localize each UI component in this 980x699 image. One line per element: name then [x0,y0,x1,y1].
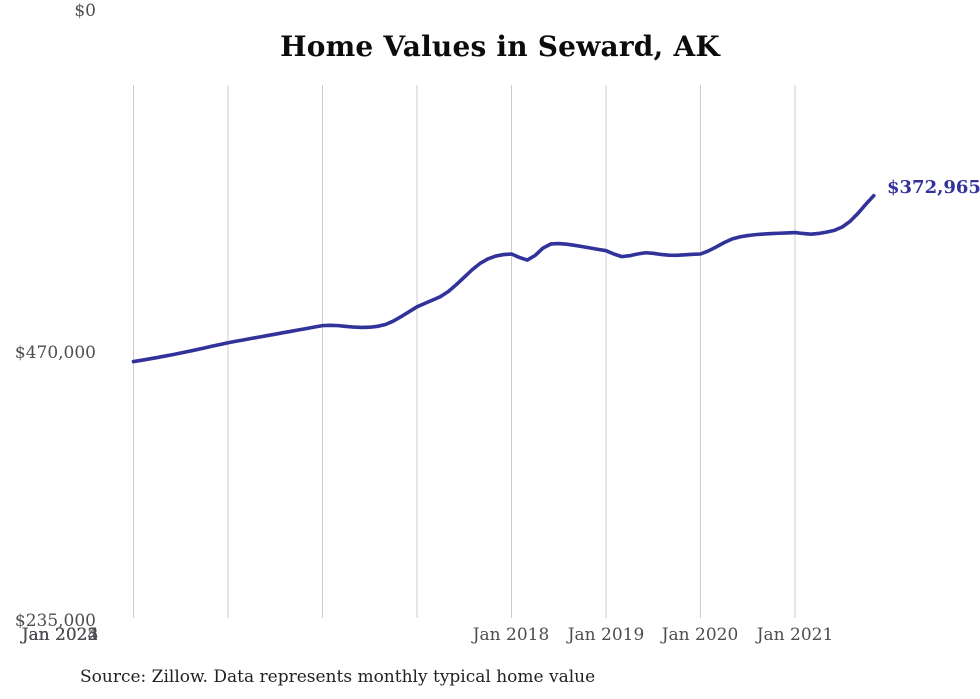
y-axis-tick-label: $0 [74,1,96,21]
x-axis-tick-label: Jan 2023 [21,625,99,645]
year-gridlines [133,85,796,618]
source-note: Source: Zillow. Data represents monthly … [80,667,596,687]
current-value-label: $372,965 [887,177,980,198]
x-axis-tick-label: Jan 2024 [21,625,99,645]
y-axis-tick-label: $470,000 [14,343,96,363]
x-axis-tick-label: Jan 2021 [756,625,834,645]
x-axis-tick-label: Jan 2019 [567,625,645,645]
x-axis-tick-label: Jan 2018 [472,625,550,645]
home-value-line [131,193,876,364]
x-axis-tick-label: Jan 2020 [661,625,739,645]
y-axis-tick-label: $235,000 [14,611,96,631]
chart-title: Home Values in Seward, AK [280,30,720,63]
x-axis-tick-label: Jan 2022 [21,625,99,645]
x-axis-tick-label: Jan 2025 [21,625,99,645]
